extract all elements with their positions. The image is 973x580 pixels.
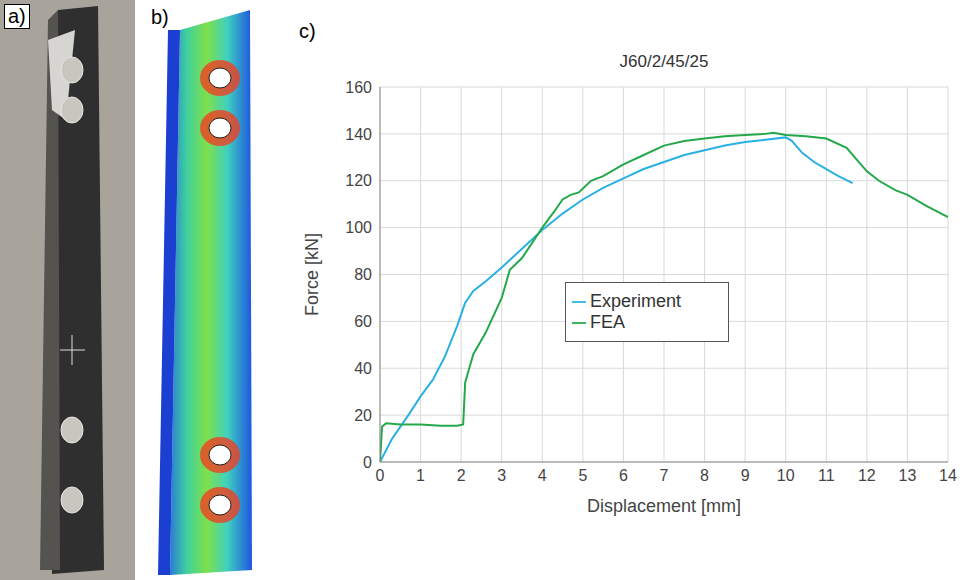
svg-text:100: 100: [345, 219, 372, 236]
svg-text:7: 7: [660, 467, 669, 484]
svg-text:13: 13: [899, 467, 917, 484]
svg-text:20: 20: [354, 407, 372, 424]
svg-text:120: 120: [345, 172, 372, 189]
svg-text:40: 40: [354, 360, 372, 377]
svg-text:Force [kN]: Force [kN]: [302, 233, 322, 316]
svg-text:140: 140: [345, 126, 372, 143]
svg-text:2: 2: [457, 467, 466, 484]
svg-text:9: 9: [741, 467, 750, 484]
svg-text:1: 1: [416, 467, 425, 484]
html-text:Experiment: Experiment: [590, 291, 681, 311]
svg-text:4: 4: [538, 467, 547, 484]
svg-text:12: 12: [858, 467, 876, 484]
svg-text:0: 0: [363, 454, 372, 471]
svg-text:10: 10: [777, 467, 795, 484]
svg-text:14: 14: [939, 467, 957, 484]
html-text:J60/2/45/25: J60/2/45/25: [619, 52, 709, 71]
svg-text:11: 11: [818, 467, 835, 484]
svg-text:Displacement [mm]: Displacement [mm]: [587, 496, 741, 516]
html-text:FEA: FEA: [590, 312, 625, 332]
svg-text:80: 80: [354, 266, 372, 283]
html-text:b): b): [151, 6, 169, 28]
html-text:c): c): [299, 20, 316, 42]
svg-text:60: 60: [354, 313, 372, 330]
svg-text:6: 6: [619, 467, 628, 484]
svg-text:0: 0: [376, 467, 385, 484]
svg-text:8: 8: [700, 467, 709, 484]
svg-text:160: 160: [345, 79, 372, 96]
svg-text:5: 5: [578, 467, 587, 484]
html-text:a): a): [8, 5, 26, 27]
svg-text:3: 3: [497, 467, 506, 484]
